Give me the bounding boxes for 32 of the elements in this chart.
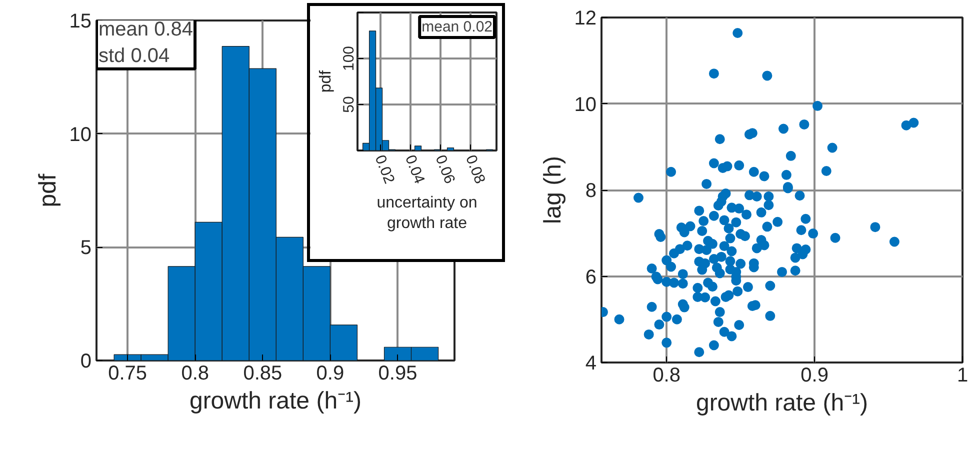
x-tick-label: 0.08 — [462, 152, 488, 186]
x-tick-label: 1 — [956, 364, 968, 386]
x-axis-title: uncertainty on growth rate — [376, 194, 478, 232]
x-tick-label: 0.9 — [800, 364, 828, 386]
y-axis-title: pdf — [34, 173, 62, 208]
annotation: mean 0.02 — [422, 18, 493, 36]
x-axis-title: growth rate (h⁻¹) — [696, 390, 868, 416]
y-tick-label: 10 — [574, 94, 597, 116]
y-tick-label: 50 — [340, 96, 358, 113]
x-tick-label: 0.95 — [378, 362, 418, 384]
y-tick-label: 10 — [69, 124, 92, 146]
x-tick-label: 0.8 — [652, 364, 681, 386]
x-tick-label: 0.8 — [181, 362, 210, 384]
x-tick-label: 0.85 — [243, 362, 282, 384]
y-tick-label: 15 — [69, 10, 92, 32]
y-tick-label: 5 — [80, 237, 92, 260]
x-tick-label: 0.75 — [108, 362, 148, 384]
y-tick-label: 12 — [574, 8, 597, 30]
y-axis-title: pdf — [318, 70, 334, 93]
x-axis-title: growth rate (h⁻¹) — [189, 388, 362, 414]
y-tick-label: 8 — [585, 180, 596, 202]
y-tick-label: 4 — [585, 352, 596, 374]
x-tick-label: 0.9 — [316, 362, 344, 384]
y-tick-label: 100 — [340, 46, 358, 72]
x-tick-label: 0.04 — [402, 152, 428, 186]
x-tick-label: 0.02 — [371, 152, 398, 186]
y-axis-title: lag (h) — [539, 156, 566, 224]
annotation: std 0.04 — [98, 44, 170, 67]
y-tick-label: 6 — [585, 266, 596, 288]
y-tick-label: 0 — [80, 350, 92, 372]
annotation: mean 0.84 — [98, 18, 194, 40]
x-tick-label: 0.06 — [432, 152, 458, 186]
